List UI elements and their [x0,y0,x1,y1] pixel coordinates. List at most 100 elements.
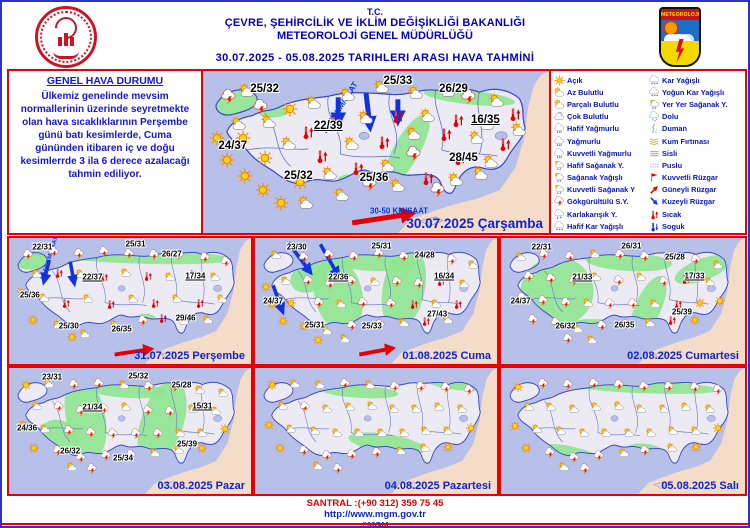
pc-weather-icon [457,403,468,414]
snow-icon [649,75,660,86]
storm-weather-icon [615,250,626,261]
storm-weather-icon [94,378,105,389]
legend-item-label: Sağanak Yağışlı [567,173,623,183]
temperature-label: 22/31 [531,242,552,252]
storm-weather-icon [101,451,112,462]
storm-weather-icon [640,251,651,262]
south-wind-arrow-icon [351,207,417,226]
sun-weather-icon [66,332,77,343]
sun-weather-icon [219,424,230,435]
pc-weather-icon [420,108,436,124]
storm-weather-icon [130,429,141,440]
temperature-label: 25/31 [371,241,392,251]
legend-item: Kuvvetli Yağmurlu [554,147,649,159]
legend-item-label: Yer Yer Sağanak Y. [662,99,728,109]
temperature-label: 27/43 [427,309,448,319]
pc-weather-icon [396,446,407,457]
storm-weather-icon [98,247,109,258]
sun-small-cloud-icon [554,87,565,98]
pc-weather-icon [619,448,630,459]
forecast-map-sunday: 23/31 25/32 25/28 15/31 21/34 24/36 26/32 25/34… [7,366,253,496]
temperature-label: 28/45 [449,152,478,165]
pc-weather-icon [358,110,374,126]
light-shower-icon [554,160,565,171]
weather-icon-layer: 23/31 25/32 25/28 15/31 21/34 24/36 26/32 25/34… [9,368,251,494]
sun-weather-icon [312,335,323,346]
storm-weather-icon [220,256,231,267]
pc-weather-icon [366,400,377,411]
legend-item-label: Az Bulutlu [567,87,604,97]
pc-weather-icon [150,448,161,459]
temperature-label: 26/32 [60,446,81,456]
legend-col-1: Açık Az Bulutlu Parçalı Bulutlu Çok Bulutlu… [554,74,649,232]
pc-weather-icon [298,195,314,211]
pc-weather-icon [591,402,602,413]
storm-weather-icon [69,380,80,391]
temperature-label: 25/32 [284,170,313,183]
storm-weather-icon [143,405,154,416]
pc-weather-icon [216,294,227,305]
storm-weather-icon [627,299,638,310]
legend-item: Kuzeyli Rüzgar [649,196,744,208]
heavy-rain-icon [554,148,565,159]
storm-weather-icon [87,463,98,474]
temperature-label: 26/29 [439,83,468,96]
storm-weather-icon [568,452,579,463]
pc-weather-icon [40,424,51,435]
th-weather-icon [150,297,161,308]
map-canvas: 23/30 25/31 24/28 16/34 22/36 24/37 25/31 25/33… [255,238,497,364]
pc-weather-icon [306,95,322,111]
sun-weather-icon [465,422,476,433]
sun-weather-icon [273,195,289,211]
pc-weather-icon [340,333,351,344]
weather-icon-layer [255,368,497,494]
general-summary-panel: GENEL HAVA DURUMU Ülkemiz genelinde mevs… [7,69,203,235]
sun-weather-icon [510,421,521,432]
pc-weather-icon [261,114,277,130]
pc-weather-icon [601,427,612,438]
temperature-label: 16/34 [434,271,455,281]
legend-item: Hafif Yağmurlu [554,123,649,135]
legend-item-label: Kum Fırtınası [662,136,710,146]
pc-weather-icon [322,166,338,182]
storm-weather-icon [148,250,159,261]
storm-weather-icon [322,451,333,462]
rain-icon [554,136,565,147]
th-weather-icon [314,148,330,164]
temperature-label: 25/32 [128,371,149,381]
storm-weather-icon [690,255,701,266]
pc-weather-icon [489,93,505,109]
legend-item-label: Açık [567,75,583,85]
legend-item: Kuvvetli Sağanak Y [554,184,649,196]
legend-item-label: Kuvvetli Sağanak Y [567,185,636,195]
storm-weather-icon [347,275,358,286]
legend-item-label: Hafif Yağmurlu [567,124,620,134]
th-weather-icon [507,106,523,122]
storm-weather-icon [563,380,574,391]
storm-weather-icon [144,381,155,392]
pc-weather-icon [354,427,365,438]
scattered-shower-icon [649,99,660,110]
pc-weather-icon [365,380,376,391]
pc-weather-icon [197,427,208,438]
temperature-label: 23/31 [42,372,63,382]
pc-weather-icon [211,405,222,416]
temperature-label: 22/36 [328,272,349,282]
storm-weather-icon [386,299,397,310]
map-date-label: 04.08.2025 Pazartesi [384,480,491,492]
storm-weather-icon [390,381,401,392]
pc-weather-icon [120,267,131,278]
pc-weather-icon [430,299,441,310]
legend-item: Yoğun Kar Yağışlı [649,86,744,98]
legend-item-label: Kuvvetli Yağmurlu [567,148,632,158]
storm-weather-icon [594,451,605,462]
legend-item-label: Hafif Sağanak Y. [567,160,624,170]
map-canvas [501,368,745,494]
weather-icon-layer [501,368,745,494]
south-wind-arrow-icon [114,343,155,357]
temperature-label: 25/34 [113,453,134,463]
sandstorm-icon [649,136,660,147]
temperature-label: 22/31 [32,242,53,252]
pc-weather-icon [589,248,600,259]
pc-weather-icon [690,426,701,437]
